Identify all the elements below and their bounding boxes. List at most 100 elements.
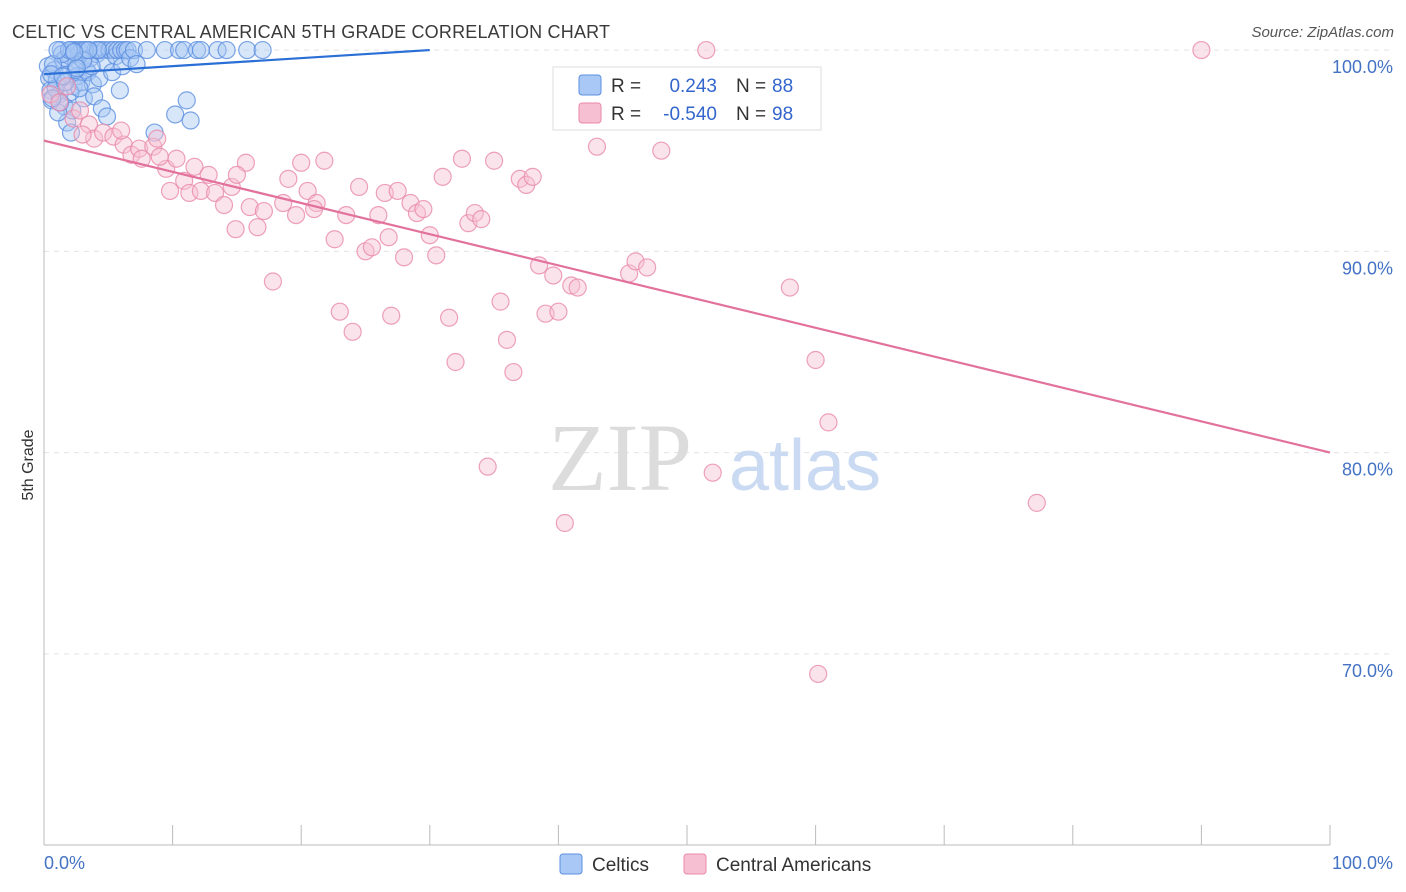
central-point [73,125,92,144]
central-point [226,220,245,239]
central-point [414,199,433,219]
celtics-point [187,40,207,60]
central-point [185,157,204,176]
central-point [568,278,587,297]
legend-n-label-celtics: N = [736,76,766,97]
central-point [167,149,186,168]
central-point [439,308,459,327]
central-point [279,169,298,188]
central-point [150,147,169,166]
central-point [452,149,472,168]
central-point [50,93,69,112]
legend-r-label-central: R = [611,104,641,125]
celtics-point [97,107,117,126]
central-point [58,77,77,96]
watermark-zip: ZIP [548,404,692,511]
central-point [227,165,246,184]
central-point [703,463,722,482]
celtics-point [238,40,257,60]
celtics-point [155,40,174,60]
central-trend-line [43,139,1331,454]
stats-legend: R = 0.243 N = 88 R = -0.540 N = 98 [552,66,822,131]
central-point [809,664,828,684]
bottom-legend-celtics: Celtics [592,855,649,876]
central-point [1027,493,1046,512]
celtics-point [166,105,185,124]
central-point [286,205,306,225]
central-point [638,258,657,277]
central-points [41,40,1211,684]
central-point [85,129,104,148]
central-point [304,199,324,219]
celtics-point [124,40,144,60]
central-point [587,137,607,156]
y-tick-label: 90.0% [1342,258,1393,278]
central-point [379,228,398,247]
central-point [562,276,581,295]
celtics-point [191,40,210,60]
central-point [349,177,369,197]
gridlines [44,49,1393,655]
central-point [330,302,349,321]
central-point [79,115,99,134]
central-point [369,205,388,225]
chart-title: CELTIC VS CENTRAL AMERICAN 5TH GRADE COR… [12,22,611,42]
central-point [504,362,523,382]
celtics-point [169,40,189,60]
celtics-point [61,123,81,142]
central-point [254,201,274,221]
central-point [652,141,671,160]
central-point [205,183,225,203]
y-tick-labels: 100.0% 90.0% 80.0% 70.0% [1332,57,1393,681]
legend-n-label-central: N = [736,104,766,125]
series-legend: Celtics Central Americans [559,853,871,876]
legend-r-value-central: -0.540 [663,104,717,125]
central-point [388,181,407,201]
central-point [94,123,113,142]
legend-swatch-central [578,102,602,124]
central-point [191,181,210,201]
x-tick-max: 100.0% [1332,853,1393,873]
central-point [485,151,504,170]
central-point [626,252,645,271]
central-point [70,101,90,120]
legend-n-value-celtics: 88 [772,76,793,97]
central-point [236,153,256,172]
celtics-point [79,40,98,60]
bottom-legend-central: Central Americans [716,855,871,876]
trend-lines [43,48,1331,454]
celtics-point [177,91,196,110]
central-point [160,181,180,201]
central-point [394,248,414,267]
central-point [362,238,382,257]
central-point [180,183,199,203]
central-point [491,292,510,311]
central-point [523,167,542,186]
central-point [780,278,799,297]
central-point [555,513,574,533]
y-tick-label: 80.0% [1342,460,1393,480]
central-point [806,350,825,370]
celtics-trend-line [43,48,430,76]
x-tick-min: 0.0% [44,853,85,873]
celtics-point [110,81,129,100]
axes [43,68,1331,846]
central-point [292,153,311,172]
celtics-point [88,40,108,60]
legend-swatch-celtics [578,74,602,96]
celtics-point [137,40,156,60]
central-point [214,195,234,215]
central-point [446,352,465,372]
central-point [472,210,491,229]
central-point [433,167,452,186]
central-point [263,272,283,291]
bottom-legend-swatch-celtics [559,853,583,875]
central-point [315,151,334,170]
central-point [112,121,131,140]
celtics-point [65,42,84,62]
watermark-atlas: atlas [729,426,881,506]
central-point [325,230,344,249]
legend-n-value-central: 98 [772,104,793,125]
source-credit: Source: ZipAtlas.com [1251,24,1394,41]
